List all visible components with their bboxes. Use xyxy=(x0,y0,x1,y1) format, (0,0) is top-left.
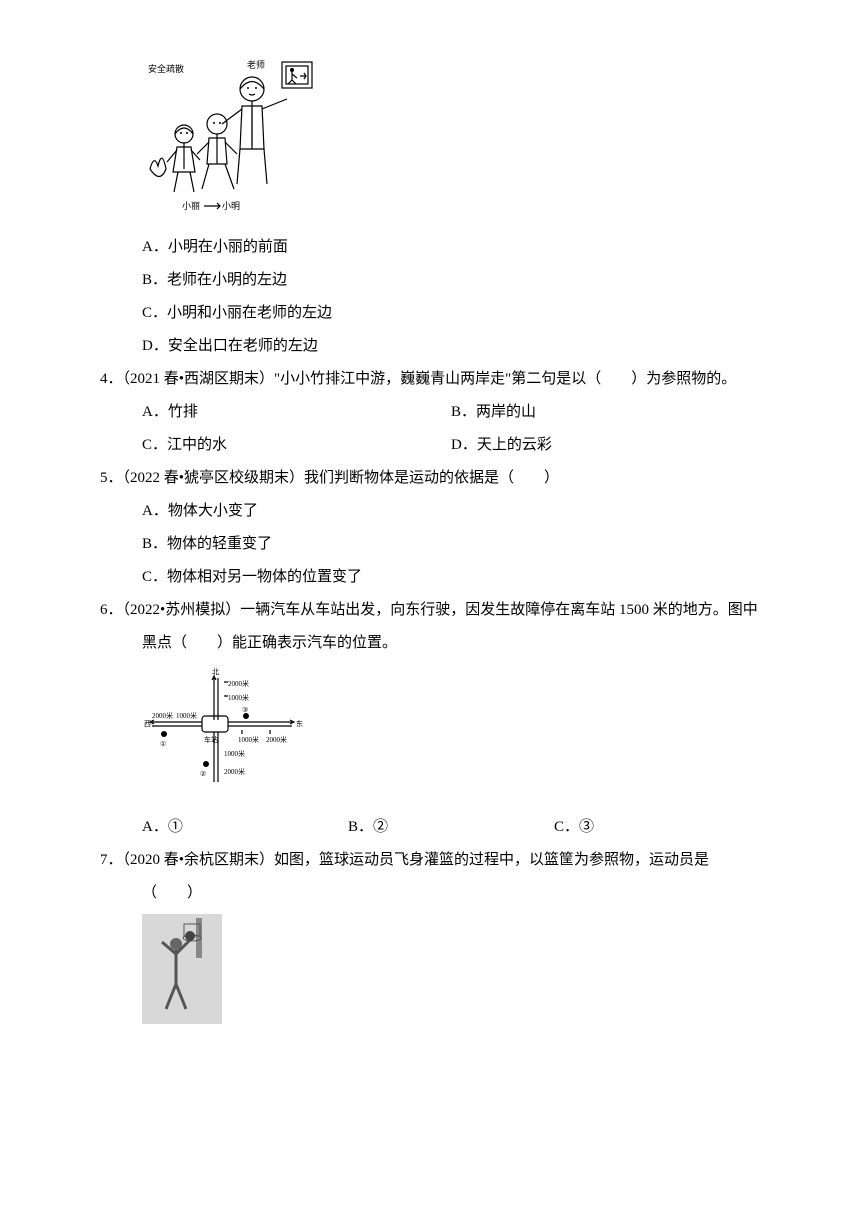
q4-options-row2: C．江中的水 D．天上的云彩 xyxy=(100,429,760,462)
label-title: 安全疏散 xyxy=(148,63,184,74)
dir-west: 西 xyxy=(144,720,151,728)
q7-illustration xyxy=(142,914,760,1037)
q3-option-c: C．小明和小丽在老师的左边 xyxy=(100,297,760,330)
q3-option-b: B．老师在小明的左边 xyxy=(100,264,760,297)
q5-option-a: A．物体大小变了 xyxy=(100,495,760,528)
svg-text:1000米: 1000米 xyxy=(238,735,259,744)
dir-north: 北 xyxy=(212,668,219,676)
q6-diagram: 北 2000米 1000米 西 2000米 1000米 ① 车站 东 ③ 100… xyxy=(142,664,760,807)
q6-option-a: A．① xyxy=(142,811,348,844)
q4-stem: 4．（2021 春•西湖区期末）"小小竹排江中游，巍巍青山两岸走"第二句是以（ … xyxy=(100,363,760,396)
q4-option-a: A．竹排 xyxy=(142,396,451,429)
label-teacher: 老师 xyxy=(247,59,265,70)
q5-option-b: B．物体的轻重变了 xyxy=(100,528,760,561)
svg-text:2000米: 2000米 xyxy=(224,767,245,776)
q3-illustration: 安全疏散 老师 小丽 xyxy=(142,54,760,227)
q7-stem: 7．（2020 春•余杭区期末）如图，篮球运动员飞身灌篮的过程中，以篮筐为参照物… xyxy=(100,844,760,910)
svg-text:2000米: 2000米 xyxy=(228,679,249,688)
q5-option-c: C．物体相对另一物体的位置变了 xyxy=(100,561,760,594)
q6-options-row: A．① B．② C．③ xyxy=(100,811,760,844)
svg-text:2000米: 2000米 xyxy=(266,735,287,744)
svg-text:1000米: 1000米 xyxy=(176,711,197,720)
q4-options-row1: A．竹排 B．两岸的山 xyxy=(100,396,760,429)
label-station: 车站 xyxy=(204,735,218,744)
q4-option-c: C．江中的水 xyxy=(142,429,451,462)
svg-text:1000米: 1000米 xyxy=(228,693,249,702)
q3-option-a: A．小明在小丽的前面 xyxy=(100,231,760,264)
label-left: 小丽 xyxy=(182,201,200,211)
dir-east: 东 xyxy=(296,719,303,728)
q6-option-b: B．② xyxy=(348,811,554,844)
q6-stem: 6．（2022•苏州模拟）一辆汽车从车站出发，向东行驶，因发生故障停在离车站 1… xyxy=(100,594,760,660)
q4-option-d: D．天上的云彩 xyxy=(451,429,760,462)
svg-text:2000米: 2000米 xyxy=(152,711,173,720)
marker-3: ③ xyxy=(242,706,248,714)
svg-text:1000米: 1000米 xyxy=(224,749,245,758)
q6-option-c: C．③ xyxy=(554,811,760,844)
q4-option-b: B．两岸的山 xyxy=(451,396,760,429)
marker-2: ② xyxy=(200,770,206,778)
q5-stem: 5．（2022 春•猇亭区校级期末）我们判断物体是运动的依据是（ ） xyxy=(100,462,760,495)
marker-1: ① xyxy=(160,740,166,748)
label-right: 小明 xyxy=(222,201,240,211)
q3-option-d: D．安全出口在老师的左边 xyxy=(100,330,760,363)
